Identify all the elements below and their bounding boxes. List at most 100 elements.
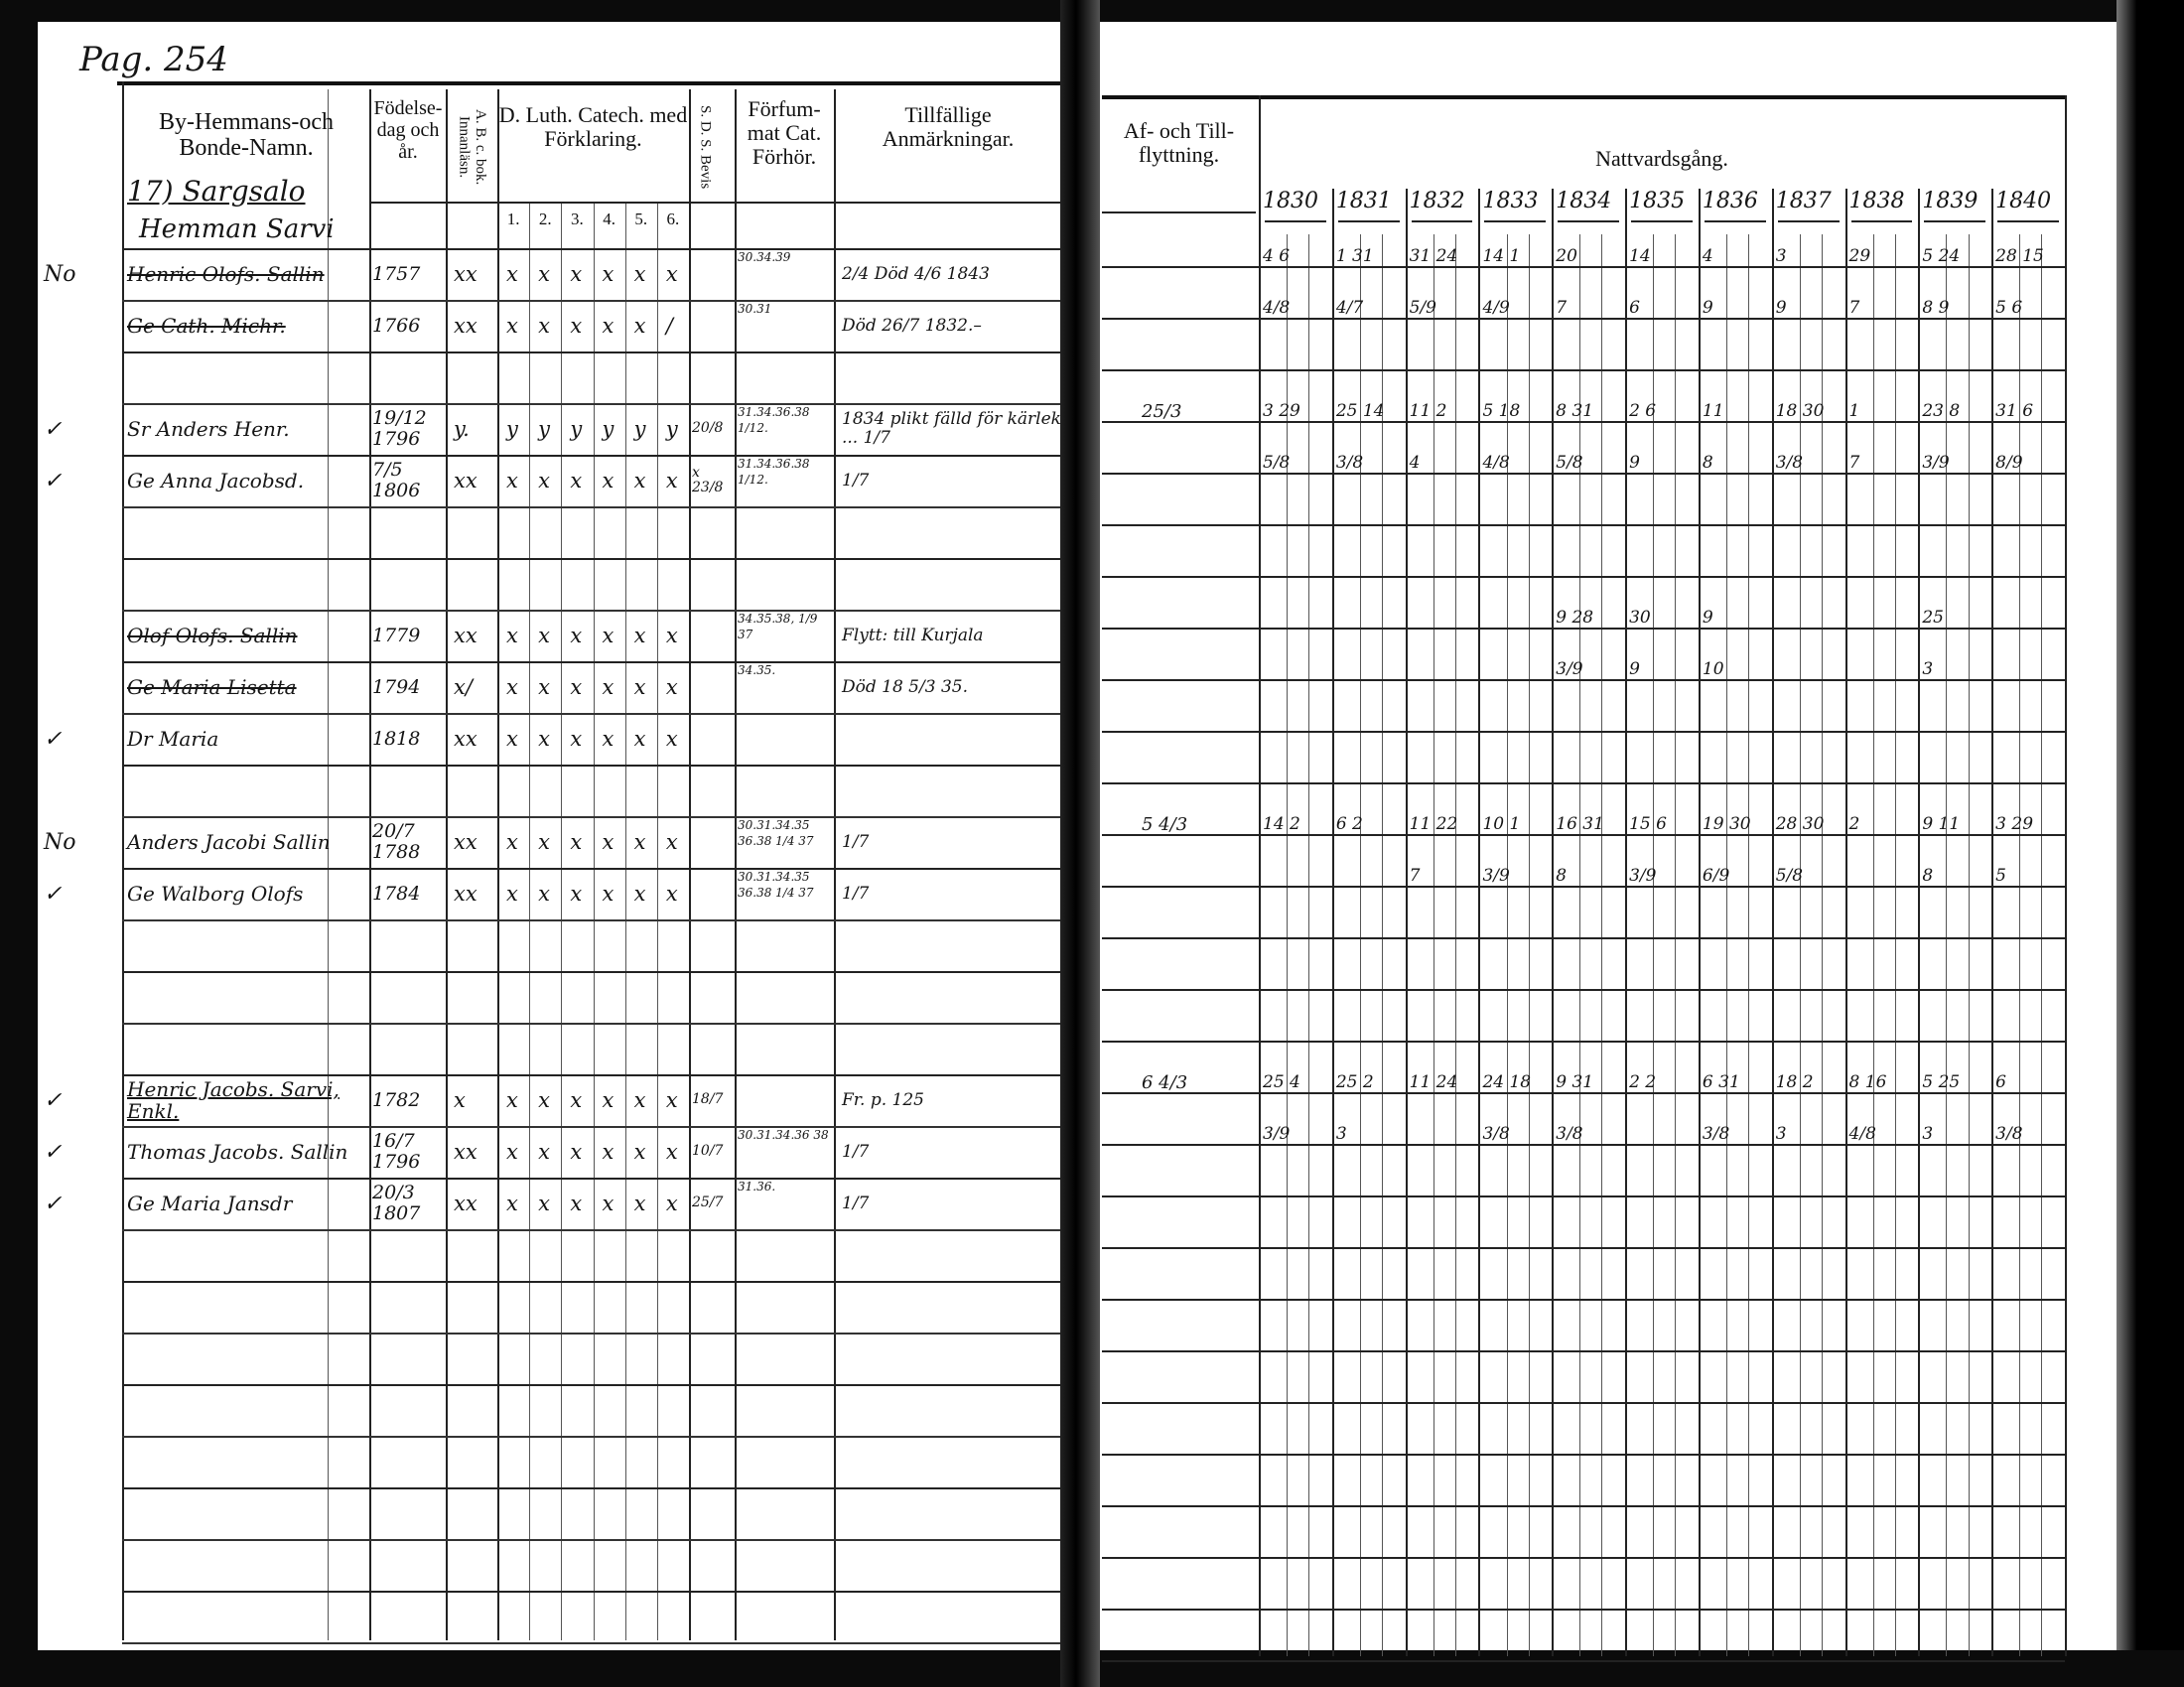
catechism-mark: x (570, 1088, 583, 1112)
communion-date: 5/8 (1775, 866, 1804, 886)
scan-border-left (0, 0, 38, 1687)
catechism-mark: / (665, 314, 673, 338)
catechism-mark: x (633, 882, 646, 906)
moves-entry: 5 4/3 (1142, 814, 1188, 835)
catechism-mark: x (602, 830, 614, 854)
communion-date: 7 (1848, 453, 1860, 473)
catechism-mark: x (570, 469, 583, 492)
year-underline (1924, 220, 1986, 222)
catechism-mark: x (538, 882, 550, 906)
row-rule (122, 1023, 1060, 1025)
communion-date: 10 1 (1482, 814, 1521, 834)
communion-date: 11 24 (1409, 1072, 1458, 1092)
catechism-mark: x (570, 624, 583, 647)
communion-date: 25 (1922, 608, 1944, 628)
header-catechism: D. Luth. Catech. med Förklaring. (498, 102, 688, 152)
header-communion: Nattvardsgång. (1595, 146, 1728, 171)
catechism-mark: x (602, 314, 614, 338)
header-name: By-Hemmans-och Bonde-Namn. (159, 109, 334, 162)
catechism-mark: x (570, 727, 583, 751)
row-rule (1102, 1195, 2065, 1197)
row-rule (1102, 1247, 2065, 1249)
row-rule (122, 1178, 1060, 1180)
row-rule (122, 300, 1060, 302)
year-label: 1838 (1848, 189, 1905, 213)
year-subcolumn-rule (1748, 234, 1750, 1656)
catechism-mark: x (506, 314, 518, 338)
communion-date: 6/9 (1702, 866, 1730, 886)
communion-date: 3/8 (1482, 1124, 1510, 1144)
year-underline (1997, 220, 2059, 222)
homestead-name: Hemman Sarvi (139, 214, 335, 244)
abc-mark: xx (454, 882, 478, 906)
year-column-rule (1405, 189, 1408, 1656)
communion-date: 8 (1702, 453, 1713, 473)
communion-date: 25 14 (1335, 401, 1385, 421)
remark: Död 26/7 1832.– (842, 315, 982, 336)
year-underline (1558, 220, 1620, 222)
abc-mark: y. (454, 417, 470, 441)
communion-date: 15 6 (1629, 814, 1667, 834)
register-row: ✓ Henric Jacobs. Sarvi, Enkl. 1782 x x x x x x x 1… (0, 1074, 1060, 1126)
communion-date: 23 8 (1922, 401, 1961, 421)
row-rule (122, 558, 1060, 560)
row-rule (122, 1436, 1060, 1438)
catechism-mark: x (602, 262, 614, 286)
row-rule (122, 971, 1060, 973)
year-column-rule (1771, 189, 1774, 1656)
communion-date: 8 (1922, 866, 1934, 886)
catechism-mark: x (506, 624, 518, 647)
communion-date: 9 (1775, 298, 1787, 318)
missed-years: 30.31.34.35 36.38 1/4 37 (738, 818, 814, 848)
remark: 1/7 (842, 883, 870, 904)
communion-date: 3/9 (1482, 866, 1510, 886)
page-label: Pag. 254 (79, 40, 228, 79)
communion-date: 18 30 (1775, 401, 1825, 421)
remark: 1/7 (842, 470, 870, 491)
birth-date: 20/3 1807 (372, 1182, 421, 1224)
year-column-rule (1991, 189, 1994, 1656)
communion-date: 7 (1848, 298, 1860, 318)
communion-date: 9 11 (1922, 814, 1961, 834)
communion-date: 25 2 (1335, 1072, 1374, 1092)
register-row: Olof Olofs. Sallin 1779 xx x x x x x x 34.35.38, … (0, 610, 1060, 661)
row-mark: ✓ (44, 882, 63, 907)
row-mark: ✓ (44, 1192, 63, 1216)
row-rule (122, 661, 1060, 663)
row-rule (122, 1074, 1060, 1076)
catechism-mark: x (570, 1140, 583, 1164)
year-column-rule (1625, 189, 1628, 1656)
communion-date: 3 (1922, 1124, 1934, 1144)
communion-row: 4/8 4/7 5/9 4/9 7 6 9 9 7 8 9 5 6 (0, 288, 2065, 340)
sds-date: 18/7 (692, 1091, 724, 1108)
year-label: 1835 (1629, 189, 1686, 213)
communion-date: 8/9 (1995, 453, 2023, 473)
sds-date: 10/7 (692, 1143, 724, 1160)
birth-date: 1794 (372, 675, 421, 698)
communion-date: 25 4 (1263, 1072, 1300, 1092)
row-rule (1102, 1350, 2065, 1352)
catechism-mark: x (538, 1192, 550, 1215)
communion-date: 8 (1556, 866, 1568, 886)
year-label: 1832 (1409, 189, 1465, 213)
register-row: ✓ Ge Anna Jacobsd. 7/5 1806 xx x x x x x x x 23/8 3… (0, 455, 1060, 506)
catechism-mark: x (665, 727, 678, 751)
catechism-mark: x (506, 469, 518, 492)
communion-row: 9 28 30 9 25 (0, 598, 2065, 649)
person-name: Sr Anders Henr. (127, 417, 290, 441)
column-rule (689, 89, 691, 1640)
register-row: Ge Cath. Michr. 1766 xx x x x x x/30.31 Död 26/7… (0, 300, 1060, 351)
catechism-mark: x (633, 624, 646, 647)
remark: 1834 plikt fälld för kärlek ... 1/7 (842, 409, 1061, 448)
abc-mark: x/ (454, 675, 473, 699)
row-rule (122, 1642, 1060, 1644)
row-rule (1102, 266, 2065, 268)
row-rule (122, 1487, 1060, 1489)
row-rule (1102, 628, 2065, 630)
catechism-mark: x (570, 314, 583, 338)
moves-column-rule (1259, 95, 1261, 1656)
communion-row: 7 3/9 8 3/9 6/9 5/8 8 5 (0, 856, 2065, 908)
year-subcolumn-rule (1506, 234, 1508, 1656)
year-subcolumn-rule (2019, 234, 2021, 1656)
catechism-mark: x (665, 469, 678, 492)
